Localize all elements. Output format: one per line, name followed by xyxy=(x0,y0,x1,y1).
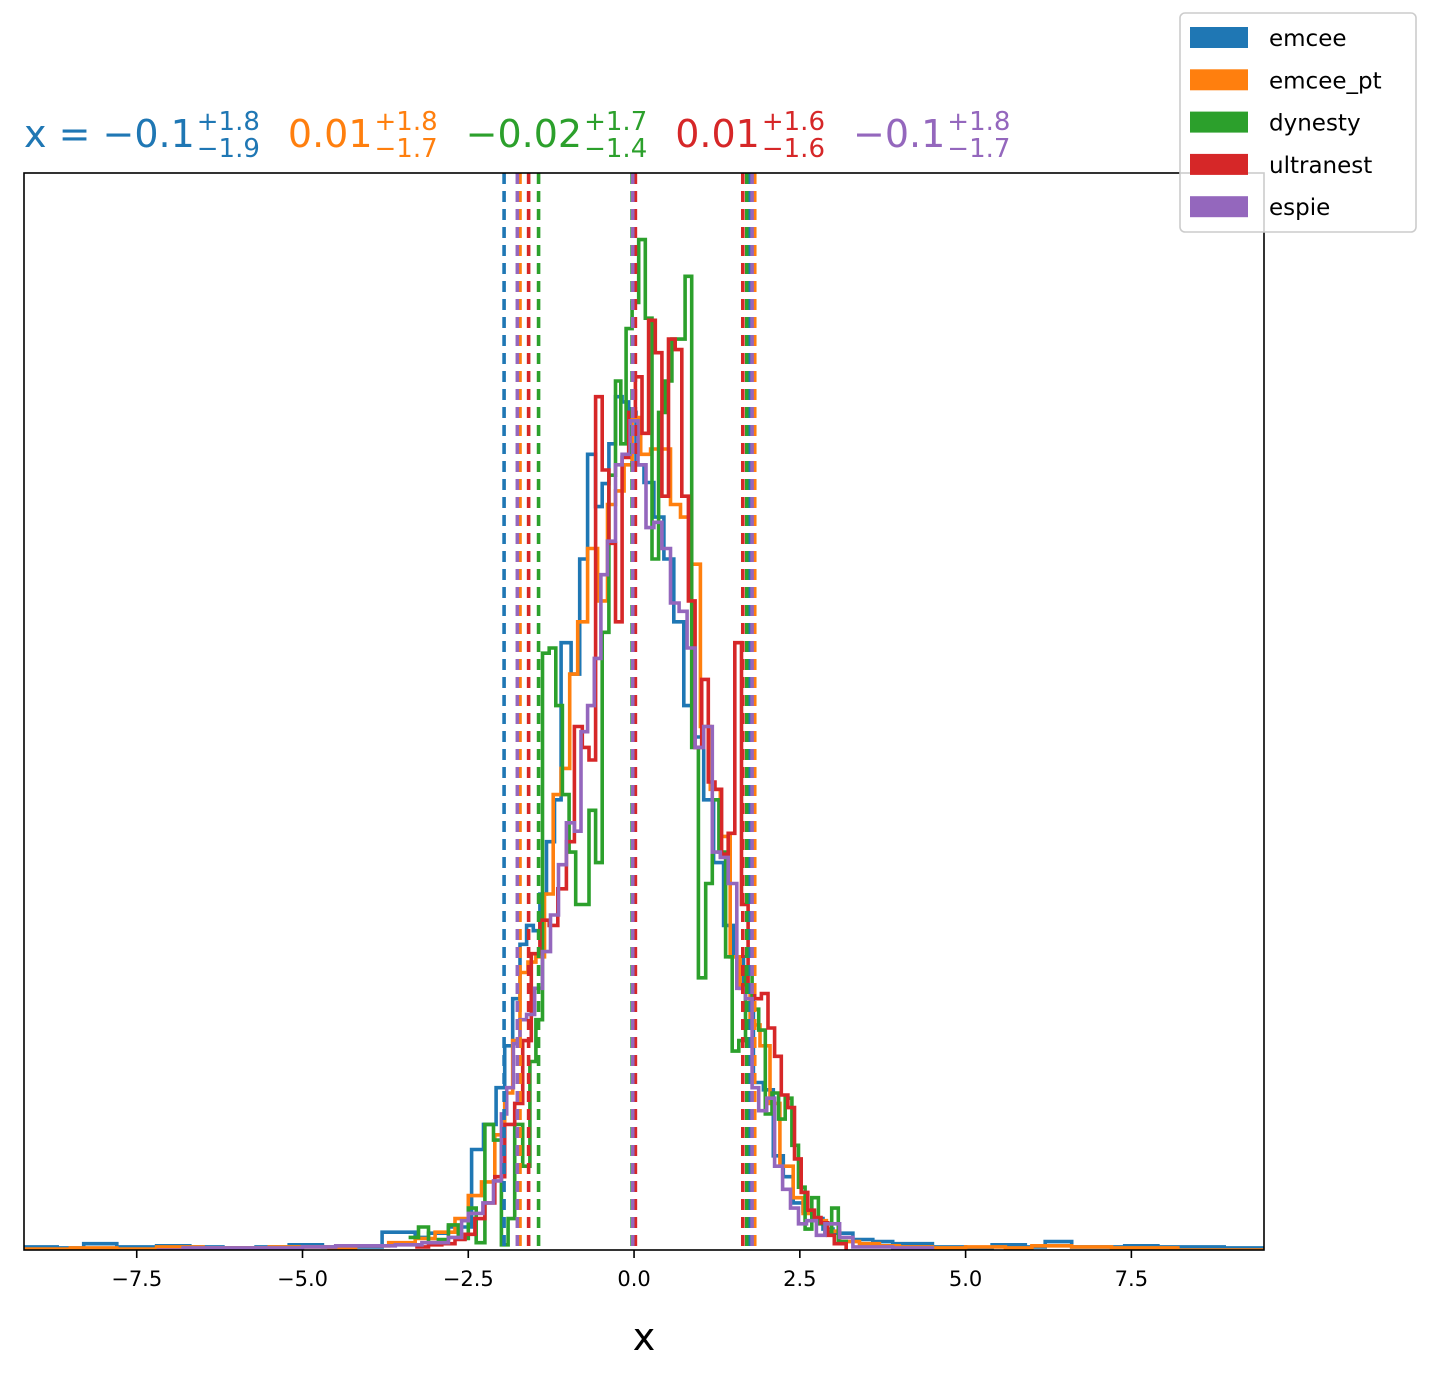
summary-upper-error: +1.8 xyxy=(947,107,1010,137)
plot-frame xyxy=(23,172,1265,1251)
x-tick-label: 2.5 xyxy=(783,1267,816,1291)
legend-swatch xyxy=(1190,69,1248,91)
legend-label: ultranest xyxy=(1269,153,1372,179)
legend-label: emcee_pt xyxy=(1269,68,1382,94)
summary-titles: x = −0.1 +1.8−1.9 0.01 +1.8−1.7 −0.02 +1.7−1.… xyxy=(24,107,1010,164)
x-tick-label: −5.0 xyxy=(277,1267,328,1291)
legend-swatch xyxy=(1190,27,1248,48)
x-tick-label: −7.5 xyxy=(111,1267,162,1291)
summary-title-ultranest: 0.01 +1.6−1.6 xyxy=(675,107,825,164)
histogram-ultranest xyxy=(415,318,848,1250)
summary-upper-error: +1.8 xyxy=(197,107,260,137)
summary-median: 0.01 xyxy=(288,112,373,156)
summary-median: 0.01 xyxy=(675,112,760,156)
x-tick-label: 0.0 xyxy=(617,1267,650,1291)
legend-swatch xyxy=(1190,111,1248,133)
summary-upper-error: +1.6 xyxy=(762,107,825,137)
legend-frame xyxy=(1179,12,1417,233)
summary-upper-error: +1.7 xyxy=(584,107,647,137)
legend-item-emcee: emcee xyxy=(1190,26,1347,52)
summary-lower-error: −1.9 xyxy=(197,134,260,164)
summary-title-emcee_pt: 0.01 +1.8−1.7 xyxy=(288,107,438,164)
x-tick-label: 7.5 xyxy=(1115,1267,1148,1291)
summary-median: −0.02 xyxy=(466,112,582,156)
legend-item-dynesty: dynesty xyxy=(1190,111,1361,137)
x-tick-label: 5.0 xyxy=(949,1267,982,1291)
legend-item-ultranest: ultranest xyxy=(1190,153,1372,179)
legend-item-emcee_pt: emcee_pt xyxy=(1190,68,1382,94)
summary-title-espie: −0.1 +1.8−1.7 xyxy=(853,107,1010,164)
histogram-emcee_pt xyxy=(24,415,1264,1250)
summary-median: x = −0.1 xyxy=(24,112,195,156)
summary-lower-error: −1.6 xyxy=(762,134,825,164)
x-axis-label: x xyxy=(633,1315,656,1359)
x-tick-label: −2.5 xyxy=(443,1267,494,1291)
legend-label: espie xyxy=(1269,195,1330,221)
legend-swatch xyxy=(1190,153,1248,175)
legend-label: emcee xyxy=(1269,26,1347,52)
legend-label: dynesty xyxy=(1269,111,1361,137)
summary-title-dynesty: −0.02 +1.7−1.4 xyxy=(466,107,648,164)
legend-swatch xyxy=(1190,196,1248,218)
histogram-espie xyxy=(156,419,935,1250)
summary-median: −0.1 xyxy=(853,112,945,156)
summary-lower-error: −1.4 xyxy=(584,134,647,164)
summary-title-emcee: x = −0.1 +1.8−1.9 xyxy=(24,107,260,164)
summary-upper-error: +1.8 xyxy=(375,107,438,137)
summary-lower-error: −1.7 xyxy=(375,134,438,164)
legend-item-espie: espie xyxy=(1190,195,1330,221)
summary-lower-error: −1.7 xyxy=(947,134,1010,164)
x-axis-ticks: −7.5 −5.0 −2.5 0.0 2.5 5.0 7.5 xyxy=(111,1250,1148,1291)
